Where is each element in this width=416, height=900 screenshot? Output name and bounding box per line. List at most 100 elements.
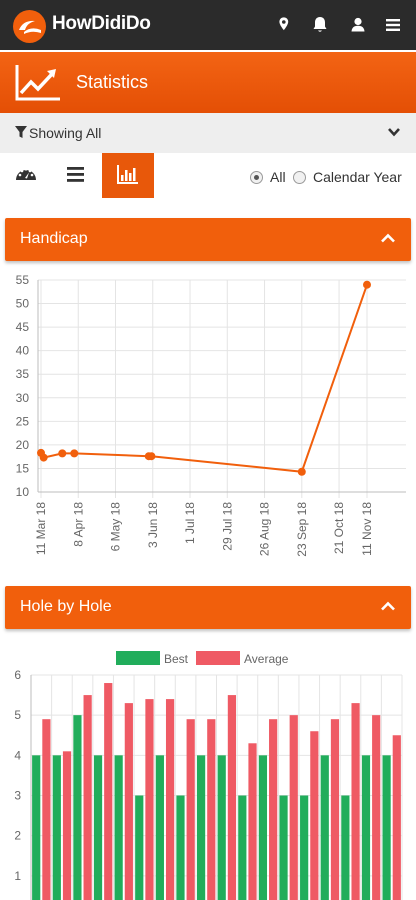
y-tick-label: 1 (14, 869, 21, 883)
bar-best (279, 795, 288, 900)
bar-average (62, 751, 72, 900)
x-tick-label: 6 May 18 (109, 502, 123, 552)
bar-average (145, 699, 154, 900)
radio-all-label[interactable]: All (270, 169, 286, 185)
bar-average (310, 731, 319, 900)
bar-best (258, 755, 268, 900)
x-tick-label: 29 Jul 18 (220, 502, 234, 551)
radio-all[interactable] (250, 171, 263, 184)
brand-name[interactable]: HowDidiDo (52, 13, 151, 34)
y-tick-label: 45 (16, 320, 30, 334)
bell-icon[interactable] (309, 14, 331, 36)
bar-best (238, 795, 247, 900)
location-pin-icon[interactable] (273, 14, 295, 36)
bar-average (392, 735, 401, 900)
bar-best (73, 715, 82, 900)
bar-best (320, 755, 329, 900)
x-tick-label: 11 Mar 18 (34, 502, 48, 555)
bar-best (52, 755, 61, 900)
y-tick-label: 40 (16, 344, 30, 358)
y-tick-label: 30 (16, 391, 30, 405)
bar-average (372, 715, 381, 900)
bar-average (104, 683, 113, 900)
y-tick-label: 2 (14, 829, 21, 843)
handicap-point (147, 452, 156, 461)
hole-by-hole-panel-title: Hole by Hole (20, 598, 112, 615)
y-tick-label: 35 (16, 367, 30, 381)
bar-average (269, 719, 278, 900)
chevron-down-icon[interactable] (387, 125, 401, 139)
x-tick-label: 23 Sep 18 (295, 502, 309, 557)
y-tick-label: 15 (16, 461, 30, 475)
bar-average (227, 695, 237, 900)
top-navigation-bar: HowDidiDo (0, 0, 416, 50)
bar-average (42, 719, 51, 900)
bar-best (32, 755, 41, 900)
handicap-point (58, 449, 67, 458)
legend-label-best[interactable]: Best (164, 652, 189, 666)
radio-calendar-year-label[interactable]: Calendar Year (313, 169, 402, 185)
bar-best (300, 795, 309, 900)
y-tick-label: 20 (16, 438, 30, 452)
x-tick-label: 21 Oct 18 (332, 502, 346, 554)
chevron-up-icon[interactable] (380, 232, 396, 244)
handicap-panel-title: Handicap (20, 230, 88, 247)
hole-by-hole-chart: 1 2 3 4 5 6 (14, 668, 403, 900)
chevron-up-icon[interactable] (380, 600, 396, 612)
y-tick-label: 3 (14, 789, 21, 803)
legend-label-average[interactable]: Average (244, 652, 289, 666)
bar-average (330, 719, 340, 900)
bar-average (207, 719, 216, 900)
page-header: Statistics (0, 52, 416, 113)
bar-best (114, 755, 123, 900)
x-tick-label: 3 Jun 18 (146, 502, 160, 548)
bar-average (124, 703, 133, 900)
bar-best (382, 755, 391, 900)
x-tick-label: 26 Aug 18 (258, 502, 272, 556)
bar-average (289, 715, 298, 900)
bar-best (341, 795, 350, 900)
handicap-point (363, 280, 371, 289)
legend-swatch-average[interactable] (196, 651, 240, 665)
y-tick-label: 4 (14, 748, 21, 762)
filter-bar[interactable]: Showing All (0, 113, 416, 153)
y-tick-label: 10 (16, 485, 30, 499)
bar-best (196, 755, 206, 900)
radio-calendar-year[interactable] (293, 171, 306, 184)
user-icon[interactable] (347, 14, 369, 36)
x-tick-label: 1 Jul 18 (183, 502, 197, 544)
handicap-chart: 10 15 20 25 30 35 40 45 50 55 11 Mar 18 8 Apr 18 6 M… (16, 273, 406, 557)
howdidido-logo-icon[interactable] (13, 10, 46, 43)
x-tick-label: 11 Nov 18 (360, 502, 374, 556)
bar-average (165, 699, 175, 900)
handicap-point (70, 449, 79, 458)
y-tick-label: 25 (16, 414, 30, 428)
funnel-icon (15, 126, 27, 138)
bar-chart-icon (117, 165, 138, 184)
hole-by-hole-panel-header[interactable]: Hole by Hole (5, 586, 411, 629)
legend-swatch-best[interactable] (116, 651, 160, 665)
bar-average (83, 695, 92, 900)
hamburger-menu-icon[interactable] (383, 14, 405, 36)
y-tick-label: 50 (16, 297, 30, 311)
y-tick-label: 6 (14, 668, 21, 682)
dashboard-gauge-icon (16, 168, 36, 180)
handicap-panel-header[interactable]: Handicap (5, 218, 411, 261)
handicap-point (297, 467, 306, 476)
bar-best (155, 755, 164, 900)
list-view-button[interactable] (50, 153, 102, 198)
trend-chart-icon (15, 65, 60, 101)
dashboard-view-button[interactable] (0, 153, 52, 198)
y-tick-label: 55 (16, 273, 30, 287)
bar-average (186, 719, 195, 900)
bar-average (351, 703, 360, 900)
bar-best (217, 755, 226, 900)
bar-average (248, 743, 257, 900)
chart-view-button[interactable] (102, 153, 154, 198)
page-title: Statistics (76, 72, 149, 92)
bar-best (135, 795, 144, 900)
handicap-point (39, 453, 48, 462)
bar-best (93, 755, 103, 900)
x-tick-label: 8 Apr 18 (71, 502, 85, 547)
y-tick-label: 5 (14, 708, 21, 722)
